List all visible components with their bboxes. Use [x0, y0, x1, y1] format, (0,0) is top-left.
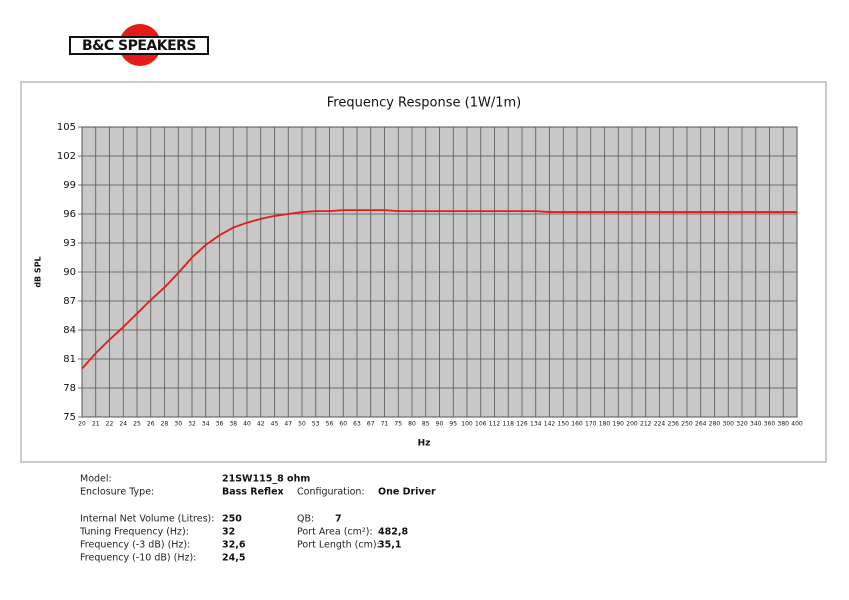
x-tick-label: 106	[475, 421, 487, 428]
x-tick-label: 95	[449, 421, 457, 428]
series-line	[81, 209, 797, 370]
x-tick-label: 56	[326, 421, 334, 428]
x-tick-label: 30	[174, 421, 182, 428]
x-tick-label: 236	[668, 421, 680, 428]
logo: B&C SPEAKERS	[69, 24, 209, 66]
spec-value: 24,5	[222, 553, 245, 564]
logo-text: B&C SPEAKERS	[82, 38, 196, 54]
spec-value: 21SW115_8 ohm	[222, 474, 310, 485]
x-tick-label: 112	[489, 421, 501, 428]
spec-value: 482,8	[378, 527, 408, 538]
spec-value: 32,6	[222, 540, 246, 551]
x-tick-label: 45	[271, 421, 279, 428]
x-tick-label: 118	[503, 421, 515, 428]
x-tick-label: 190	[613, 421, 625, 428]
x-tick-label: 380	[778, 421, 790, 428]
x-tick-label: 142	[544, 421, 556, 428]
x-tick-label: 53	[312, 421, 320, 428]
x-tick-label: 42	[257, 421, 265, 428]
x-tick-label: 360	[764, 421, 776, 428]
x-tick-label: 150	[558, 421, 570, 428]
x-tick-label: 170	[585, 421, 597, 428]
logo-box	[69, 36, 209, 55]
spec-label: Tuning Frequency (Hz):	[79, 527, 189, 538]
x-tick-label: 71	[381, 421, 389, 428]
x-tick-label: 75	[394, 421, 402, 428]
x-tick-label: 320	[736, 421, 748, 428]
x-tick-label: 200	[626, 421, 638, 428]
x-tick-label: 21	[92, 421, 100, 428]
x-tick-label: 36	[216, 421, 224, 428]
x-tick-label: 47	[284, 421, 292, 428]
spec-label: Frequency (-3 dB) (Hz):	[80, 540, 190, 551]
spec-label: Internal Net Volume (Litres):	[80, 514, 214, 525]
x-tick-label: 90	[436, 421, 444, 428]
spec-label: Model:	[80, 474, 112, 485]
spec-value: Bass Reflex	[222, 487, 284, 498]
spec-value: 250	[222, 514, 242, 525]
spec-label: Port Area (cm²):	[297, 527, 373, 538]
x-tick-label: 224	[654, 421, 666, 428]
x-tick-label: 50	[298, 421, 306, 428]
x-tick-label: 20	[78, 421, 86, 428]
y-tick-label: 78	[63, 383, 76, 394]
x-tick-label: 26	[147, 421, 155, 428]
spec-label: Configuration:	[297, 487, 365, 498]
x-tick-label: 400	[791, 421, 803, 428]
y-tick-label: 96	[63, 209, 76, 220]
spec-label: Enclosure Type:	[80, 487, 154, 498]
spec-value: 7	[335, 514, 342, 525]
x-tick-label: 22	[106, 421, 114, 428]
x-tick-label: 38	[229, 421, 237, 428]
spec-value: 35,1	[378, 540, 401, 551]
x-tick-label: 180	[599, 421, 611, 428]
x-tick-label: 126	[516, 421, 528, 428]
x-tick-label: 340	[750, 421, 762, 428]
x-tick-label: 67	[367, 421, 375, 428]
x-tick-label: 24	[119, 421, 127, 428]
y-tick-label: 93	[63, 238, 76, 249]
x-tick-label: 32	[188, 421, 196, 428]
x-tick-label: 40	[243, 421, 251, 428]
x-tick-label: 28	[161, 421, 169, 428]
spec-label: Port Length (cm):	[297, 540, 380, 551]
y-tick-label: 84	[63, 325, 76, 336]
spec-label: Frequency (-10 dB) (Hz):	[80, 553, 196, 564]
spec-value: 32	[222, 527, 235, 538]
x-axis-label: Hz	[418, 439, 431, 449]
y-tick-label: 99	[63, 180, 76, 191]
y-tick-label: 81	[63, 354, 76, 365]
x-tick-label: 63	[353, 421, 361, 428]
x-tick-label: 25	[133, 421, 141, 428]
x-tick-label: 34	[202, 421, 210, 428]
y-tick-label: 75	[63, 412, 76, 423]
x-tick-label: 100	[461, 421, 473, 428]
y-tick-label: 90	[63, 267, 76, 278]
x-tick-label: 212	[640, 421, 652, 428]
x-tick-label: 300	[723, 421, 735, 428]
x-tick-label: 280	[709, 421, 721, 428]
x-tick-label: 160	[571, 421, 583, 428]
chart-title: Frequency Response (1W/1m)	[327, 96, 521, 111]
x-tick-label: 250	[681, 421, 693, 428]
y-tick-label: 87	[63, 296, 76, 307]
spec-value: One Driver	[378, 487, 436, 498]
x-tick-label: 134	[530, 421, 542, 428]
y-tick-label: 102	[57, 151, 76, 162]
x-tick-label: 80	[408, 421, 416, 428]
x-tick-label: 60	[339, 421, 347, 428]
y-axis-label: dB SPL	[34, 256, 43, 287]
spec-label: QB:	[297, 514, 314, 525]
y-tick-label: 105	[57, 122, 76, 133]
x-tick-label: 85	[422, 421, 430, 428]
x-tick-label: 264	[695, 421, 707, 428]
